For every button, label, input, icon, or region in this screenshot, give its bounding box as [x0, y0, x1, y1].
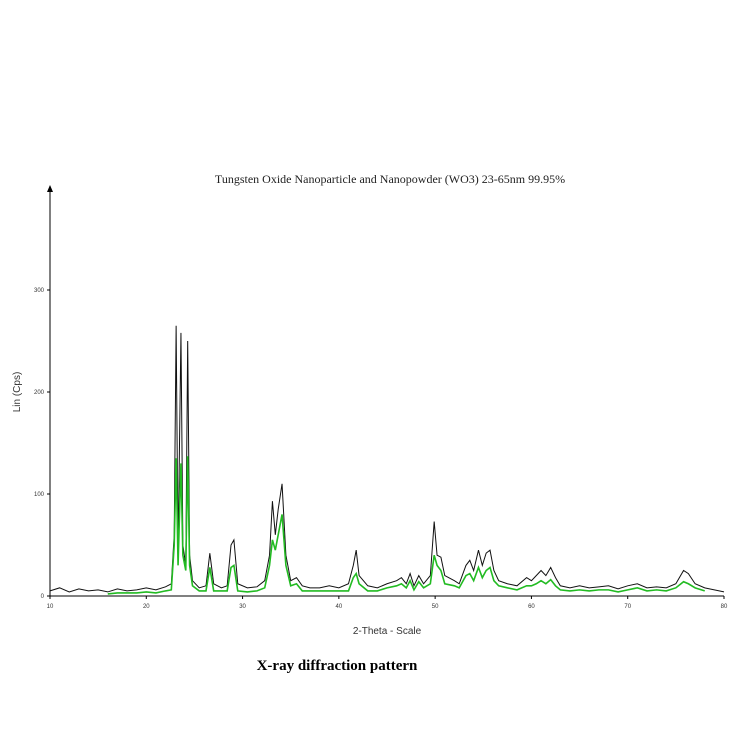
x-tick-label: 70 [624, 604, 631, 610]
series-line [49, 325, 725, 593]
series-line [107, 456, 705, 595]
x-tick-label: 10 [47, 604, 54, 610]
y-axis-label: Lin (Cps) [12, 372, 23, 413]
y-tick-label: 200 [34, 390, 45, 396]
y-tick-label: 300 [34, 288, 45, 294]
x-tick-label: 30 [239, 604, 246, 610]
x-tick-label: 80 [721, 604, 728, 610]
x-tick-label: 40 [336, 604, 343, 610]
y-axis-arrow [47, 185, 53, 192]
caption: X-ray diffraction pattern [257, 658, 418, 674]
x-tick-label: 60 [528, 604, 535, 610]
x-tick-label: 50 [432, 604, 439, 610]
x-tick-label: 20 [143, 604, 150, 610]
y-tick-label: 0 [41, 594, 45, 600]
chart-title: Tungsten Oxide Nanoparticle and Nanopowd… [215, 172, 565, 186]
y-tick-label: 100 [34, 492, 45, 498]
x-axis-label: 2-Theta - Scale [353, 626, 422, 637]
